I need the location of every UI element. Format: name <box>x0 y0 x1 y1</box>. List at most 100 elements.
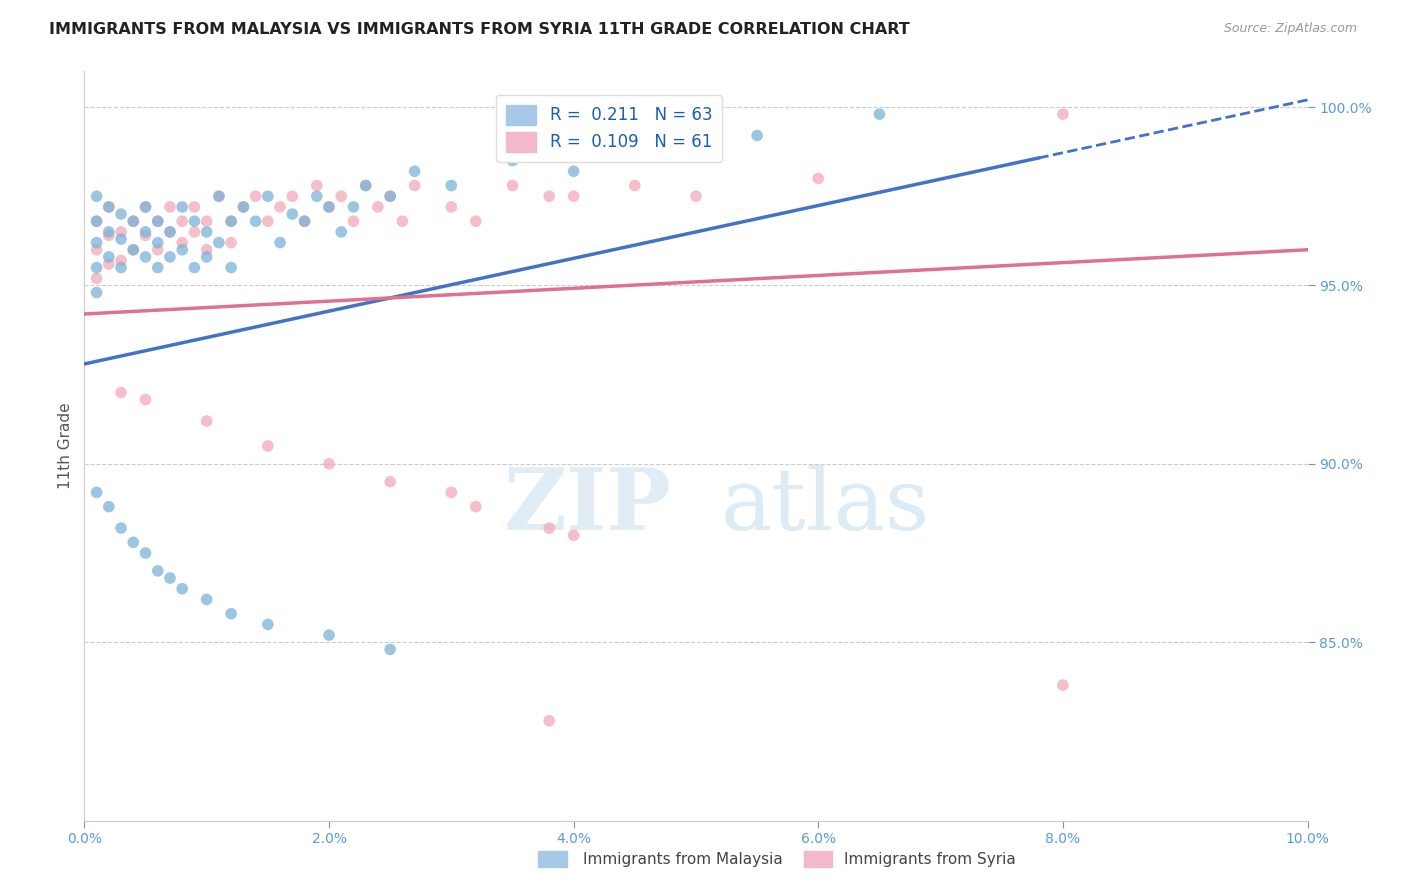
Point <box>86 214 108 228</box>
Point <box>195 592 218 607</box>
Point <box>195 414 218 428</box>
Point <box>257 617 280 632</box>
Point <box>97 250 120 264</box>
Point <box>208 235 231 250</box>
Point <box>172 582 194 596</box>
Point <box>172 235 194 250</box>
Point <box>538 521 561 535</box>
Point <box>122 243 145 257</box>
Point <box>86 485 108 500</box>
Point <box>269 235 291 250</box>
Point <box>122 243 145 257</box>
Point <box>195 225 218 239</box>
Point <box>281 189 304 203</box>
Point <box>97 228 120 243</box>
Point <box>97 200 120 214</box>
Point <box>269 200 291 214</box>
Point <box>159 225 181 239</box>
Point <box>538 189 561 203</box>
Point <box>135 250 157 264</box>
Point <box>354 178 377 193</box>
Point <box>219 214 242 228</box>
Point <box>86 260 108 275</box>
Point <box>869 107 891 121</box>
Point <box>367 200 389 214</box>
Point <box>122 214 145 228</box>
Point <box>219 607 242 621</box>
Point <box>183 260 205 275</box>
Bar <box>538 851 567 867</box>
Point <box>502 178 524 193</box>
Legend: R =  0.211   N = 63, R =  0.109   N = 61: R = 0.211 N = 63, R = 0.109 N = 61 <box>496 95 723 162</box>
Point <box>232 200 254 214</box>
Point <box>440 200 463 214</box>
Point <box>97 200 120 214</box>
Point <box>380 189 402 203</box>
Point <box>404 164 426 178</box>
Point <box>135 546 157 560</box>
Point <box>219 260 242 275</box>
Point <box>159 250 181 264</box>
Point <box>747 128 769 143</box>
Point <box>305 178 328 193</box>
Point <box>146 214 169 228</box>
Point <box>380 189 402 203</box>
Point <box>245 214 267 228</box>
Point <box>562 164 585 178</box>
Point <box>208 189 231 203</box>
Point <box>110 385 132 400</box>
Point <box>195 214 218 228</box>
Point <box>404 178 426 193</box>
Point <box>146 243 169 257</box>
Point <box>440 485 463 500</box>
Point <box>183 225 205 239</box>
Point <box>146 214 169 228</box>
Point <box>318 457 340 471</box>
Point <box>464 500 486 514</box>
Y-axis label: 11th Grade: 11th Grade <box>58 402 73 490</box>
Point <box>807 171 830 186</box>
Point <box>318 628 340 642</box>
Point <box>257 214 280 228</box>
Text: Source: ZipAtlas.com: Source: ZipAtlas.com <box>1223 22 1357 36</box>
Point <box>159 225 181 239</box>
Point <box>146 235 169 250</box>
Text: Immigrants from Malaysia: Immigrants from Malaysia <box>583 852 783 867</box>
Point <box>86 235 108 250</box>
Point <box>219 214 242 228</box>
Point <box>135 392 157 407</box>
Point <box>183 200 205 214</box>
Point <box>135 200 157 214</box>
Point <box>146 260 169 275</box>
Point <box>219 235 242 250</box>
Point <box>122 214 145 228</box>
Point <box>305 189 328 203</box>
Point <box>135 200 157 214</box>
Point <box>318 200 340 214</box>
Point <box>122 535 145 549</box>
Point <box>342 200 364 214</box>
Point <box>342 214 364 228</box>
Point <box>391 214 413 228</box>
Point <box>257 439 280 453</box>
Point <box>172 243 194 257</box>
Point <box>195 250 218 264</box>
Point <box>135 225 157 239</box>
Point <box>1052 107 1074 121</box>
Point <box>245 189 267 203</box>
Point <box>464 214 486 228</box>
Point <box>110 207 132 221</box>
Point <box>208 189 231 203</box>
Point <box>159 571 181 585</box>
Point <box>97 225 120 239</box>
Point <box>440 178 463 193</box>
Point <box>146 564 169 578</box>
Point <box>110 521 132 535</box>
Point <box>281 207 304 221</box>
Bar <box>804 851 832 867</box>
Point <box>562 189 585 203</box>
Point <box>380 642 402 657</box>
Text: IMMIGRANTS FROM MALAYSIA VS IMMIGRANTS FROM SYRIA 11TH GRADE CORRELATION CHART: IMMIGRANTS FROM MALAYSIA VS IMMIGRANTS F… <box>49 22 910 37</box>
Point <box>318 200 340 214</box>
Point <box>86 285 108 300</box>
